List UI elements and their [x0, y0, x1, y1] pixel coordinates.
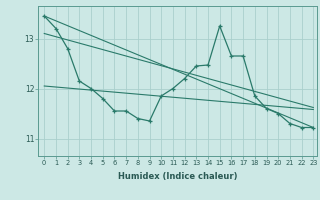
- X-axis label: Humidex (Indice chaleur): Humidex (Indice chaleur): [118, 172, 237, 181]
